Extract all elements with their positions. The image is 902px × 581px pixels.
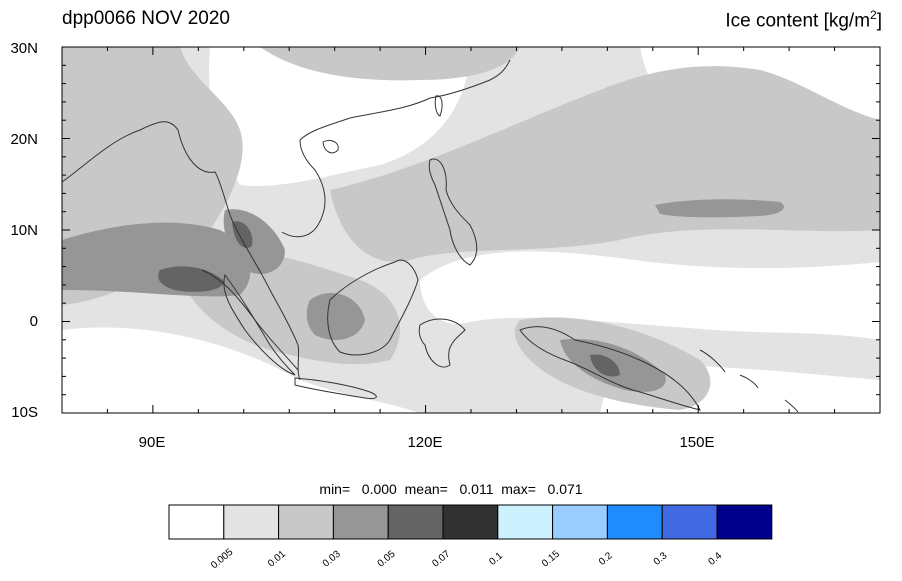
colorbar-box — [168, 504, 225, 540]
map-title: dpp0066 NOV 2020 — [62, 8, 230, 29]
colorbar-label: 0.1 — [487, 550, 505, 568]
field-gray2-borneo — [306, 292, 365, 340]
lat-label-30n: 30N — [10, 40, 38, 57]
lat-label-20n: 20N — [10, 131, 38, 148]
colorbar-box — [661, 504, 718, 540]
colorbar-label: 0.01 — [266, 548, 288, 569]
colorbar-box — [332, 504, 389, 540]
colorbar-label: 0.005 — [209, 547, 236, 572]
coastline-taiwan — [434, 95, 443, 117]
colorbar-box — [278, 504, 334, 540]
lon-label-150e: 150E — [679, 434, 715, 451]
colorbar-label: 0.05 — [376, 548, 398, 569]
colorbar-label: 0.15 — [540, 548, 562, 569]
coastline-java — [294, 377, 377, 399]
lat-label-0: 0 — [29, 313, 38, 330]
lon-label-90e: 90E — [138, 434, 166, 451]
coastline-sumatra — [223, 273, 296, 376]
field-gray1-northcap — [260, 47, 520, 81]
colorbar-label: 0.4 — [707, 550, 725, 568]
coastline-philippines — [428, 158, 478, 266]
field-statistics: min= 0.000 mean= 0.011 max= 0.071 — [319, 481, 583, 497]
coastline-china-south — [429, 59, 511, 99]
colorbar-label: 0.03 — [321, 548, 343, 569]
field-layer — [62, 47, 880, 413]
field-gray3-core3 — [590, 354, 620, 377]
colorbar-label: 0.2 — [597, 550, 615, 568]
colorbar-label: 0.3 — [652, 550, 670, 568]
colorbar-label: 0.07 — [430, 548, 452, 569]
coastline-borneo — [327, 259, 419, 356]
field-white-pacific — [420, 251, 880, 340]
colorbar-boxes — [168, 504, 773, 540]
field-gray3-core2 — [232, 221, 253, 248]
coastline-india — [62, 121, 231, 216]
field-white-china — [209, 47, 470, 186]
coastline-sulawesi — [418, 318, 466, 368]
colorbar-box — [497, 504, 554, 540]
field-white-south — [62, 327, 420, 413]
coastlines — [62, 59, 799, 413]
coastline-indochina — [229, 97, 431, 381]
field-gray2-pacificband — [655, 199, 784, 218]
coastline-islands-east — [699, 349, 799, 413]
lat-label-10s: 10S — [11, 404, 38, 421]
variable-title: Ice content [kg/m2] — [725, 8, 882, 32]
colorbar-box — [223, 504, 280, 540]
colorbar-box — [387, 504, 444, 540]
lon-label-120e: 120E — [407, 434, 443, 451]
coastline-hainan — [322, 139, 339, 154]
ice-content-map — [61, 46, 881, 414]
colorbar-box — [552, 504, 608, 540]
colorbar-box — [606, 504, 663, 540]
coastline-newguinea — [519, 326, 701, 411]
colorbar-box — [442, 504, 499, 540]
colorbar-labels: 0.005 0.01 0.03 0.05 0.07 0.1 0.15 0.2 0.3 0.4 — [209, 547, 725, 572]
axis-ticks — [61, 46, 881, 414]
colorbar-box — [716, 504, 773, 540]
lat-label-10n: 10N — [10, 222, 38, 239]
